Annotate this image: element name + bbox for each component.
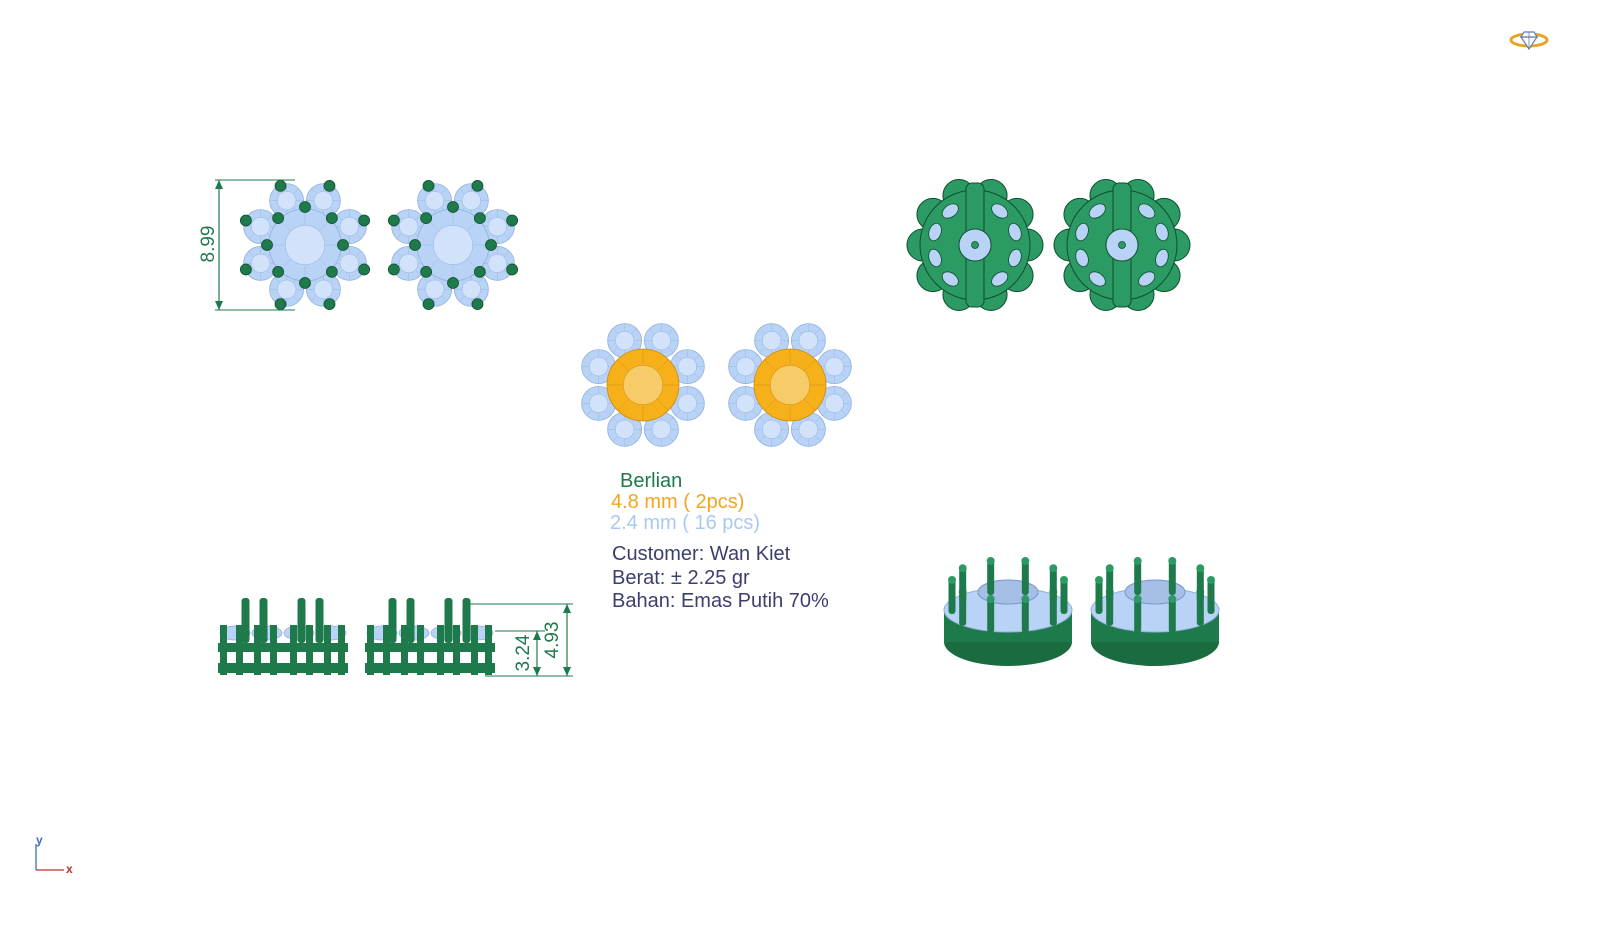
axis-x-label: x — [66, 862, 73, 876]
perspective-view-left-earring — [943, 556, 1073, 666]
back-view-right-earring — [1053, 179, 1191, 311]
side-view-right-earring — [365, 598, 495, 675]
stone-spec-main: 4.8 mm ( 2pcs) — [611, 491, 745, 513]
weight-text: Berat: ± 2.25 gr — [612, 567, 750, 589]
customer-text: Customer: Wan Kiet — [612, 543, 791, 565]
stone-spec-side: 2.4 mm ( 16 pcs) — [610, 512, 761, 534]
side-view-left-earring — [218, 598, 348, 675]
axis-indicator — [35, 844, 64, 871]
top-view-left-earring — [239, 179, 371, 311]
height-dimension — [470, 603, 573, 677]
perspective-view-right-earring — [1090, 556, 1220, 666]
front-view-right-earring — [728, 323, 852, 447]
material-text: Bahan: Emas Putih 70% — [612, 590, 829, 612]
front-view-left-earring — [581, 323, 705, 447]
ring-logo-icon — [1509, 31, 1549, 51]
stone-spec-title: Berlian — [620, 470, 683, 492]
top-view-right-earring — [387, 179, 519, 311]
back-view-left-earring — [906, 179, 1044, 311]
width-dimension-label: 8.99 — [198, 225, 219, 263]
height-total-label: 4.93 — [542, 621, 563, 659]
axis-y-label: y — [36, 833, 43, 847]
width-dimension — [215, 179, 295, 311]
height-partial-label: 3.24 — [513, 634, 534, 672]
